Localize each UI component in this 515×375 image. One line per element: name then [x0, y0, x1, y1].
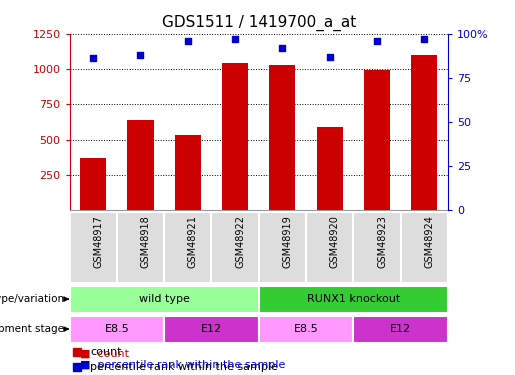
- Text: genotype/variation: genotype/variation: [0, 294, 64, 304]
- Text: E8.5: E8.5: [105, 324, 129, 334]
- Bar: [364, 70, 390, 210]
- Bar: [212, 212, 259, 283]
- Text: GSM48921: GSM48921: [188, 215, 198, 268]
- Bar: [306, 212, 353, 283]
- Text: wild type: wild type: [139, 294, 190, 304]
- Bar: [353, 316, 448, 343]
- Text: GSM48922: GSM48922: [235, 215, 245, 268]
- Bar: [70, 212, 117, 283]
- Bar: [164, 316, 259, 343]
- Point: [373, 38, 381, 44]
- Text: count: count: [90, 346, 122, 357]
- Bar: [401, 212, 448, 283]
- Text: GSM48917: GSM48917: [93, 215, 103, 268]
- Text: ■  percentile rank within the sample: ■ percentile rank within the sample: [80, 360, 285, 369]
- Bar: [259, 316, 353, 343]
- Point: [136, 52, 145, 58]
- Bar: [128, 120, 153, 210]
- Text: GSM48924: GSM48924: [424, 215, 434, 268]
- Bar: [164, 212, 212, 283]
- Text: E12: E12: [201, 324, 222, 334]
- Point: [278, 45, 286, 51]
- Text: GSM48923: GSM48923: [377, 215, 387, 268]
- Point: [184, 38, 192, 44]
- Point: [420, 36, 428, 42]
- Bar: [175, 135, 201, 210]
- Text: E8.5: E8.5: [294, 324, 318, 334]
- Bar: [259, 286, 448, 313]
- Bar: [70, 286, 259, 313]
- Text: percentile rank within the sample: percentile rank within the sample: [90, 362, 278, 372]
- Text: GSM48918: GSM48918: [141, 215, 150, 268]
- Bar: [70, 316, 164, 343]
- Point: [89, 56, 97, 62]
- Text: development stage: development stage: [0, 324, 64, 334]
- Bar: [259, 212, 306, 283]
- Point: [231, 36, 239, 42]
- Title: GDS1511 / 1419700_a_at: GDS1511 / 1419700_a_at: [162, 15, 356, 31]
- Bar: [317, 127, 343, 210]
- Bar: [353, 212, 401, 283]
- Bar: [411, 55, 437, 210]
- Bar: [117, 212, 164, 283]
- Text: GSM48919: GSM48919: [282, 215, 293, 268]
- Point: [325, 54, 334, 60]
- Text: GSM48920: GSM48920: [330, 215, 340, 268]
- Text: RUNX1 knockout: RUNX1 knockout: [307, 294, 400, 304]
- Bar: [80, 158, 106, 210]
- Bar: [222, 63, 248, 210]
- Text: ■  count: ■ count: [80, 348, 129, 358]
- Bar: [269, 65, 296, 210]
- Text: E12: E12: [390, 324, 411, 334]
